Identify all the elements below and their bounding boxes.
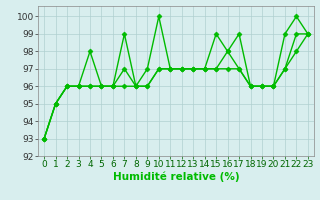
X-axis label: Humidité relative (%): Humidité relative (%) [113,172,239,182]
